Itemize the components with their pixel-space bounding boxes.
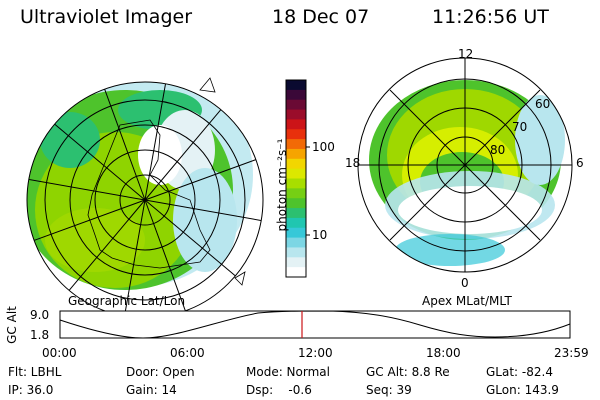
- colorbar-cell: [286, 257, 306, 268]
- mlat-label-80: 80: [490, 143, 506, 157]
- meridian-line: [144, 100, 229, 201]
- colorbar-cell: [286, 119, 306, 130]
- meridian-line: [121, 199, 146, 318]
- colorbar-cell: [286, 99, 306, 111]
- meridian-line: [144, 155, 263, 201]
- altitude-plot: [59, 310, 571, 339]
- meridian-line: [45, 116, 146, 201]
- mlt-label-left: 18: [345, 156, 361, 170]
- meridian-line: [144, 199, 245, 284]
- apex-caption: Apex MLat/MLT: [422, 294, 512, 308]
- colorbar-cell: [286, 227, 306, 239]
- colorbar-cell: [286, 80, 306, 91]
- filter-status: Flt: LBHL: [8, 365, 62, 379]
- colorbar-tick-10: 10: [312, 228, 328, 242]
- gain-status: Gain: 14: [126, 383, 177, 397]
- glat-status: GLat: -82.4: [486, 365, 553, 379]
- time-tick-1800: 18:00: [426, 346, 461, 360]
- colorbar-cell: [286, 267, 306, 278]
- meridian-line: [27, 176, 146, 201]
- colorbar-cell: [286, 148, 306, 160]
- image-time: 11:26:56 UT: [432, 6, 549, 28]
- gc-altitude-status: GC Alt: 8.8 Re: [366, 365, 450, 379]
- geographic-map: [26, 77, 264, 319]
- time-tick-1200: 12:00: [298, 346, 333, 360]
- door-status: Door: Open: [126, 365, 195, 379]
- altitude-tick-min: 1.8: [30, 328, 50, 342]
- color-scale-bar: [285, 79, 310, 278]
- image-date: 18 Dec 07: [272, 6, 370, 28]
- instrument-title: Ultraviolet Imager: [20, 6, 193, 28]
- dsp-status: Dsp: -0.6: [246, 383, 312, 397]
- colorbar-cell: [286, 188, 306, 199]
- meridian-line: [61, 199, 146, 300]
- mlt-label-top: 12: [458, 47, 474, 61]
- colorbar-cell: [286, 198, 306, 209]
- colorbar-cell: [286, 247, 306, 258]
- meridian-line: [144, 199, 263, 224]
- mlt-label-right: 6: [576, 156, 584, 170]
- meridian-line: [27, 199, 146, 245]
- colorbar-cell: [286, 208, 306, 219]
- mlat-label-60: 60: [535, 97, 551, 111]
- colorbar-cell: [286, 109, 306, 120]
- seq-status: Seq: 39: [366, 383, 412, 397]
- colorbar-cell: [286, 178, 306, 189]
- altitude-tick-max: 9.0: [30, 308, 50, 322]
- apex-map: [357, 57, 573, 273]
- meridian-line: [144, 199, 190, 318]
- colorbar-cell: [286, 139, 306, 150]
- colorbar-cell: [286, 89, 306, 101]
- meridian-line: [100, 82, 146, 201]
- colorbar-cell: [286, 158, 306, 170]
- colorbar-tick-100: 100: [312, 140, 335, 154]
- time-tick-0600: 06:00: [170, 346, 205, 360]
- colorbar-cell: [286, 237, 306, 248]
- ip-status: IP: 36.0: [8, 383, 54, 397]
- glon-status: GLon: 143.9: [486, 383, 559, 397]
- mlt-label-bottom: 0: [461, 276, 469, 290]
- meridian-line: [144, 82, 169, 201]
- altitude-axis-title: GC Alt: [5, 306, 19, 344]
- geographic-caption: Geographic Lat/Lon: [68, 294, 186, 308]
- time-tick-0000: 00:00: [42, 346, 77, 360]
- colorbar-cell: [286, 217, 306, 229]
- mode-status: Mode: Normal: [246, 365, 330, 379]
- mlat-label-70: 70: [512, 120, 528, 134]
- colorbar-cell: [286, 129, 306, 140]
- time-tick-2359: 23:59: [554, 346, 589, 360]
- colorbar-cell: [286, 168, 306, 179]
- colorbar-unit-label: photon cm⁻²s⁻¹: [275, 138, 289, 232]
